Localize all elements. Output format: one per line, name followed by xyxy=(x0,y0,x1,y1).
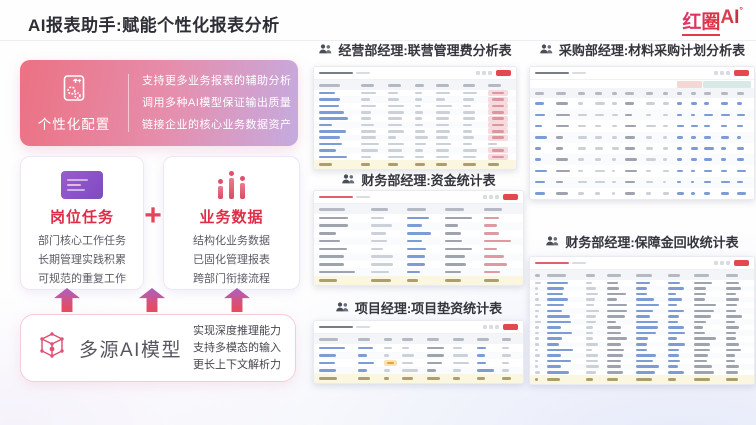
document-gears-icon xyxy=(59,73,89,108)
up-arrow-icon xyxy=(224,288,250,312)
job-task-title: 岗位任务 xyxy=(49,209,114,226)
job-task-card: 岗位任务 部门核心工作任务 长期管理实践积累 可规范的重复工作 xyxy=(20,156,144,290)
report-title: 财务部经理:资金统计表 xyxy=(361,172,496,188)
model-point: 支持多模态的输入 xyxy=(193,341,281,354)
brand-logo: 红圈 AI ° xyxy=(682,5,743,36)
config-point: 支持更多业务报表的辅助分析 xyxy=(142,75,292,87)
report-title: 采购部经理:材料采购计划分析表 xyxy=(558,42,746,58)
business-data-title: 业务数据 xyxy=(199,209,264,226)
report-group-funds-statistics: 财务部经理:资金统计表 xyxy=(313,170,524,286)
people-icon xyxy=(540,44,553,54)
report-table-screenshot xyxy=(313,66,517,170)
ai-model-card: 多源AI模型 实现深度推理能力 支持多模态的输入 更长上下文解析力 xyxy=(20,314,296,382)
data-point: 已固化管理报表 xyxy=(193,254,270,266)
business-data-points: 结构化业务数据 已固化管理报表 跨部门衔接流程 xyxy=(193,232,270,289)
job-task-points: 部门核心工作任务 长期管理实践积累 可规范的重复工作 xyxy=(38,232,126,289)
screenshot-icon xyxy=(61,171,103,199)
config-point: 链接企业的核心业务数据资产 xyxy=(142,119,292,131)
report-header: 经营部经理:联营管理费分析表 xyxy=(313,40,517,58)
report-group-material-purchase-plan: 采购部经理:材料采购计划分析表 xyxy=(529,40,755,200)
report-header: 财务部经理:保障金回收统计表 xyxy=(529,232,755,250)
cube-icon xyxy=(35,329,69,368)
report-title: 财务部经理:保障金回收统计表 xyxy=(565,234,739,250)
config-card-label: 个性化配置 xyxy=(37,117,111,132)
ai-model-title: 多源AI模型 xyxy=(79,339,182,361)
logo-brand-text: 红圈 xyxy=(682,7,721,36)
config-point: 调用多种AI模型保证输出质量 xyxy=(142,97,292,109)
people-icon xyxy=(336,302,349,312)
report-table-screenshot xyxy=(529,66,755,200)
up-arrow-icon xyxy=(54,288,80,312)
report-group-guarantee-recovery: 财务部经理:保障金回收统计表 xyxy=(529,232,755,385)
report-header: 采购部经理:材料采购计划分析表 xyxy=(529,40,755,58)
report-table-screenshot xyxy=(313,320,524,384)
config-card-points: 支持更多业务报表的辅助分析 调用多种AI模型保证输出质量 链接企业的核心业务数据… xyxy=(129,70,292,136)
business-data-card: 业务数据 结构化业务数据 已固化管理报表 跨部门衔接流程 xyxy=(163,156,300,290)
report-table-screenshot xyxy=(313,190,524,286)
model-point: 实现深度推理能力 xyxy=(193,324,281,337)
data-point: 跨部门衔接流程 xyxy=(193,273,270,285)
report-header: 项目经理:项目垫资统计表 xyxy=(313,298,524,316)
bar-chart-icon xyxy=(218,171,245,199)
logo-suffix-text: AI xyxy=(720,7,740,28)
report-group-joint-operation-fee: 经营部经理:联营管理费分析表 xyxy=(313,40,517,170)
title-divider xyxy=(0,40,756,41)
personalization-config-card: 个性化配置 支持更多业务报表的辅助分析 调用多种AI模型保证输出质量 链接企业的… xyxy=(20,60,298,146)
job-point: 长期管理实践积累 xyxy=(38,254,126,266)
data-point: 结构化业务数据 xyxy=(193,235,270,247)
page-title: AI报表助手:赋能个性化报表分析 xyxy=(28,16,280,35)
config-card-divider xyxy=(128,74,129,132)
report-group-project-advance-funds: 项目经理:项目垫资统计表 xyxy=(313,298,524,384)
logo-degree-mark: ° xyxy=(739,5,743,15)
people-icon xyxy=(546,236,559,246)
config-card-left: 个性化配置 xyxy=(20,73,128,133)
model-point: 更长上下文解析力 xyxy=(193,358,281,371)
job-point: 部门核心工作任务 xyxy=(38,235,126,247)
ai-model-points: 实现深度推理能力 支持多模态的输入 更长上下文解析力 xyxy=(193,323,281,374)
up-arrow-icon xyxy=(139,288,165,312)
report-title: 项目经理:项目垫资统计表 xyxy=(354,300,503,316)
people-icon xyxy=(319,44,332,54)
people-icon xyxy=(342,174,355,184)
report-title: 经营部经理:联营管理费分析表 xyxy=(338,42,512,58)
job-point: 可规范的重复工作 xyxy=(38,273,126,285)
report-table-screenshot xyxy=(529,256,755,385)
report-header: 财务部经理:资金统计表 xyxy=(313,170,524,188)
plus-sign: + xyxy=(144,199,162,232)
